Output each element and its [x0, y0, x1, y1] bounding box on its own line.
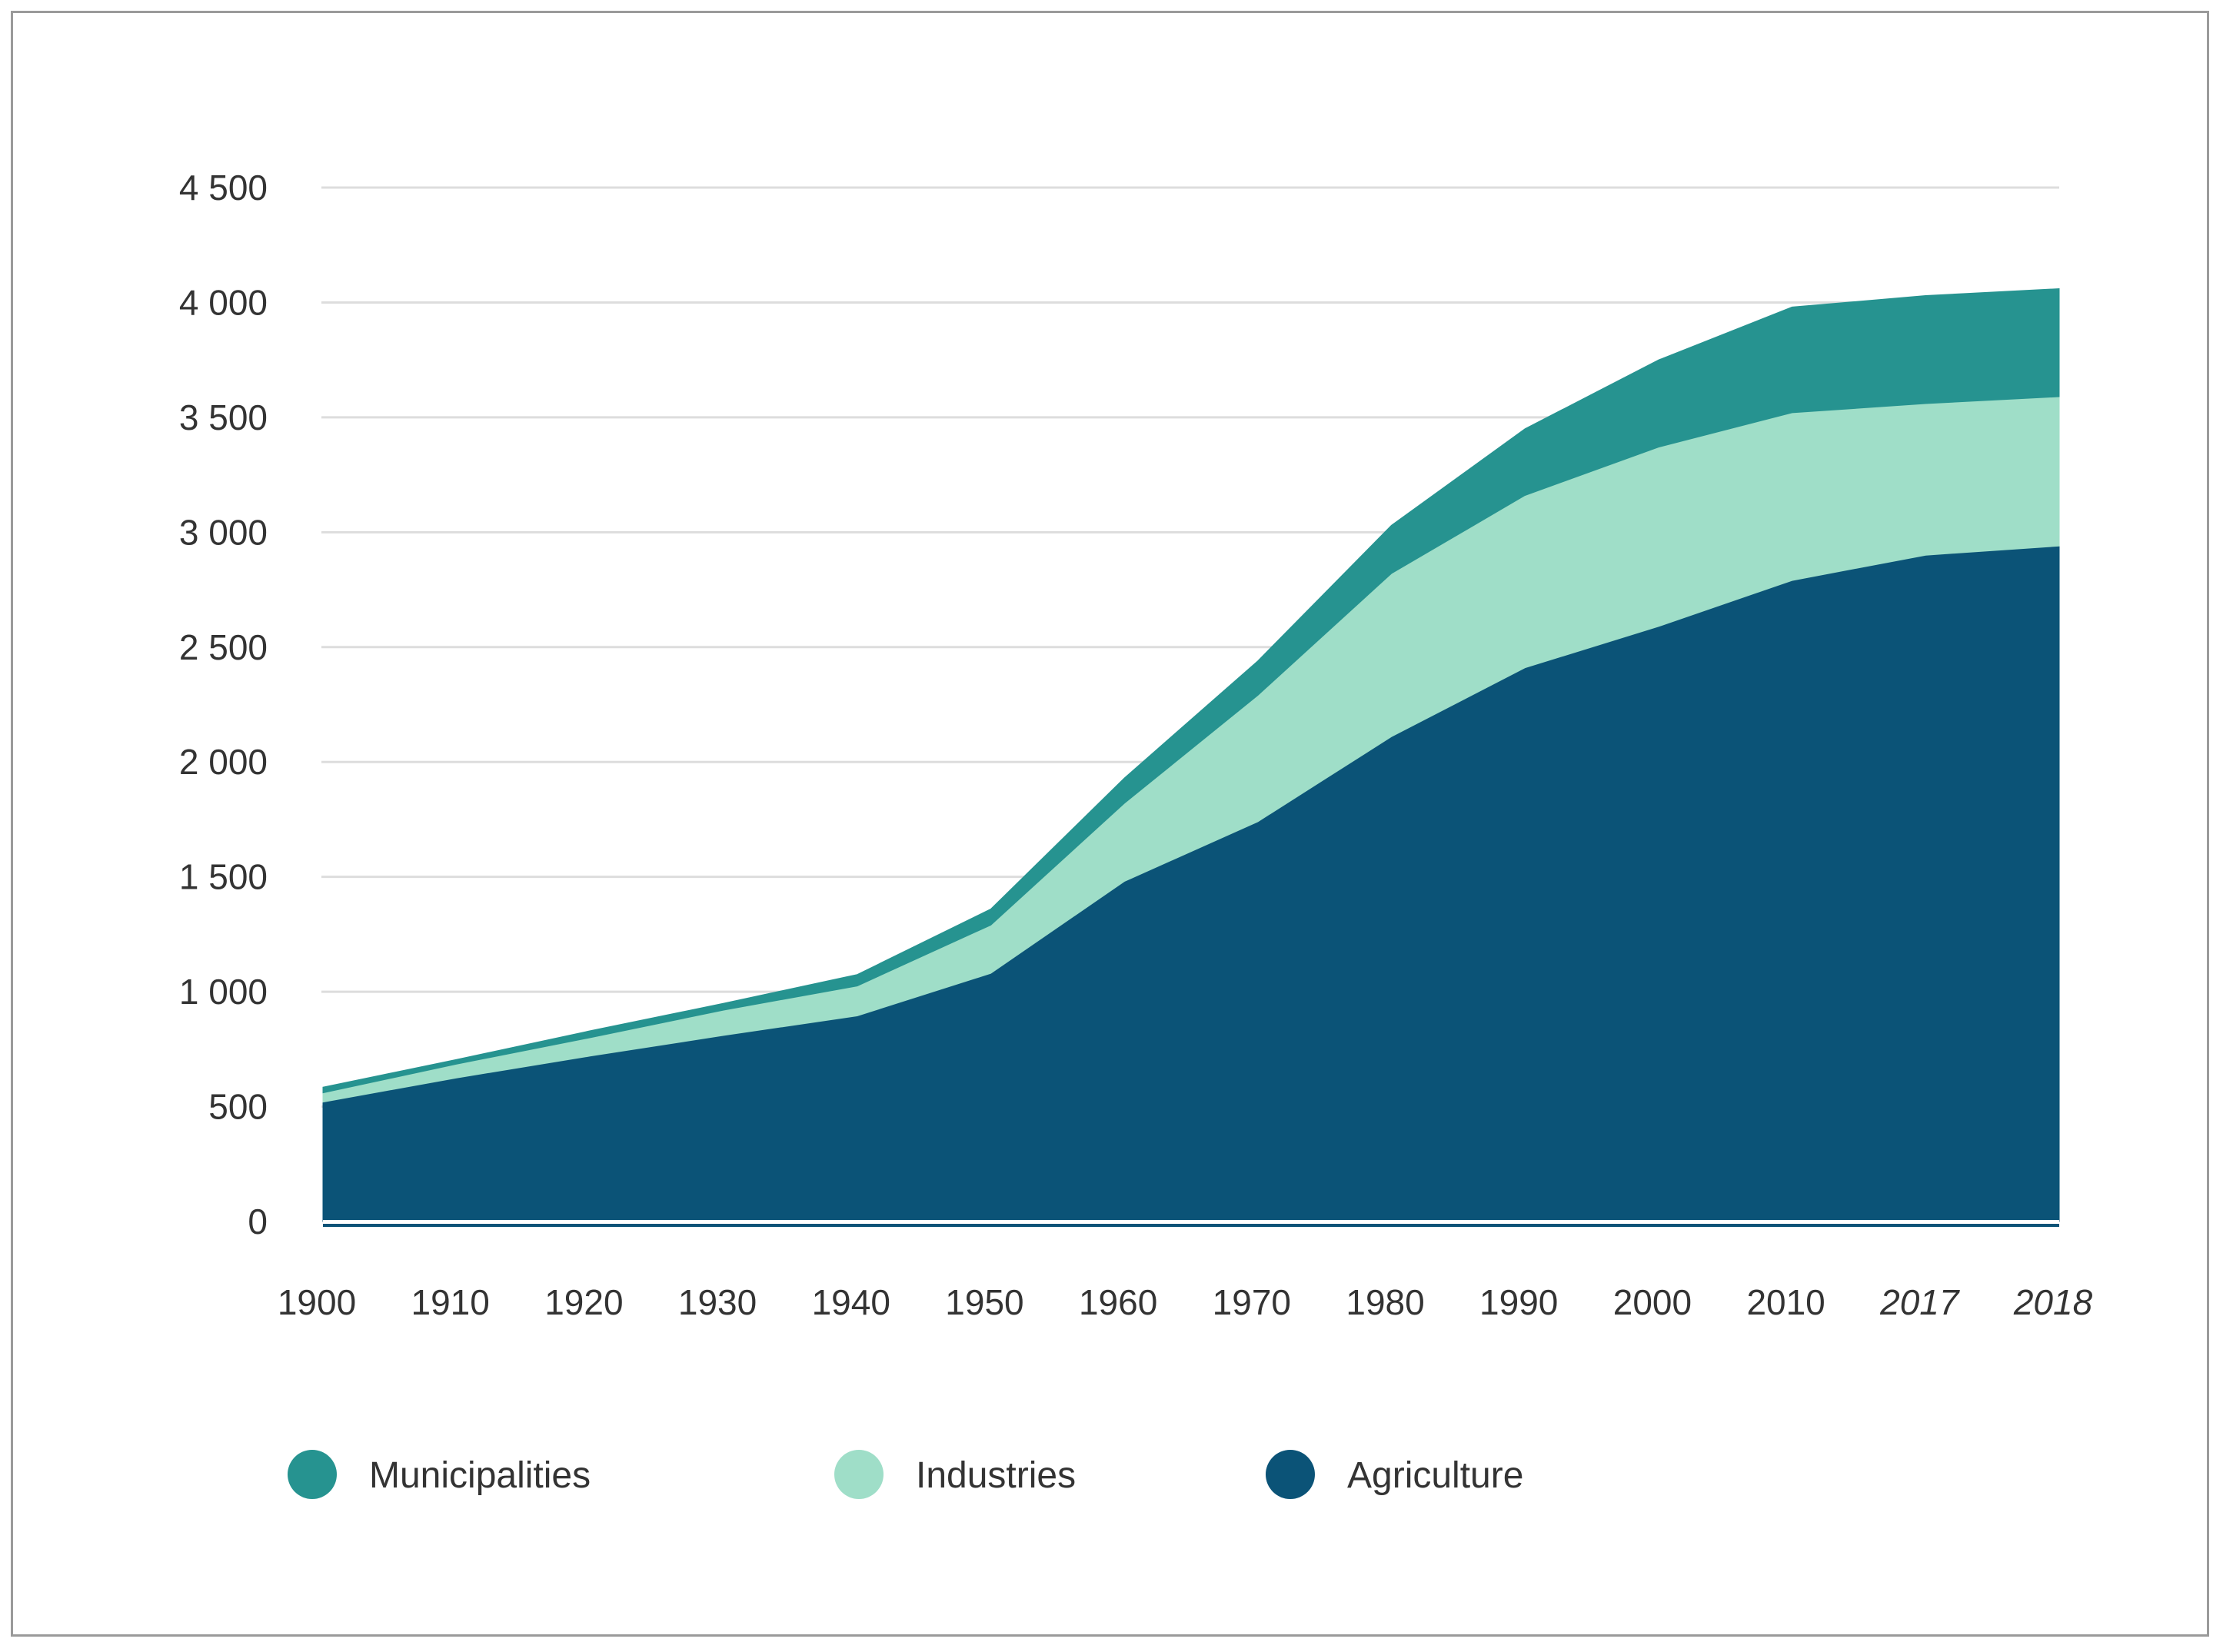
legend-swatch [288, 1450, 337, 1499]
x-tick-label: 1950 [945, 1282, 1023, 1322]
y-tick-label: 4 000 [179, 282, 268, 322]
x-tick-label: 1900 [278, 1282, 356, 1322]
x-tick-label: 1910 [411, 1282, 490, 1322]
x-tick-label: 1940 [812, 1282, 890, 1322]
legend: Municipalities Industries Agriculture [288, 1450, 1523, 1499]
y-axis-ticks: 0 500 1 000 1 500 2 000 2 500 3 000 3 500 4 000 4… [179, 168, 268, 1241]
y-tick-label: 1 500 [179, 857, 268, 897]
legend-label: Agriculture [1347, 1455, 1523, 1496]
x-tick-label: 1970 [1213, 1282, 1291, 1322]
y-tick-label: 1 000 [179, 972, 268, 1012]
legend-label: Municipalities [369, 1455, 591, 1496]
legend-label: Industries [916, 1455, 1076, 1496]
y-tick-label: 500 [208, 1087, 268, 1127]
x-tick-label: 1980 [1346, 1282, 1424, 1322]
y-tick-label: 3 500 [179, 397, 268, 437]
legend-swatch [1266, 1450, 1315, 1499]
y-tick-label: 4 500 [179, 168, 268, 208]
legend-swatch [834, 1450, 884, 1499]
y-tick-label: 2 500 [179, 627, 268, 667]
stacked-areas [322, 288, 2060, 1222]
legend-item-industries: Industries [834, 1450, 1076, 1499]
x-tick-label: 1990 [1479, 1282, 1558, 1322]
x-axis-baseline [323, 1220, 2059, 1227]
x-axis-ticks: 1900 1910 1920 1930 1940 1950 1960 1970 1980 1990… [278, 1282, 2093, 1322]
x-tick-label: 1930 [678, 1282, 757, 1322]
x-tick-label: 2010 [1746, 1282, 1825, 1322]
legend-item-municipalities: Municipalities [288, 1450, 591, 1499]
x-tick-label: 1920 [544, 1282, 623, 1322]
y-tick-label: 0 [248, 1202, 268, 1241]
y-tick-label: 2 000 [179, 742, 268, 782]
area-municipalities [322, 288, 2060, 1094]
y-tick-label: 3 000 [179, 512, 268, 552]
x-tick-label: 1960 [1079, 1282, 1157, 1322]
x-tick-label: 2018 [2013, 1282, 2093, 1322]
legend-item-agriculture: Agriculture [1266, 1450, 1523, 1499]
x-tick-label: 2017 [1879, 1282, 1960, 1322]
x-tick-label: 2000 [1613, 1282, 1692, 1322]
